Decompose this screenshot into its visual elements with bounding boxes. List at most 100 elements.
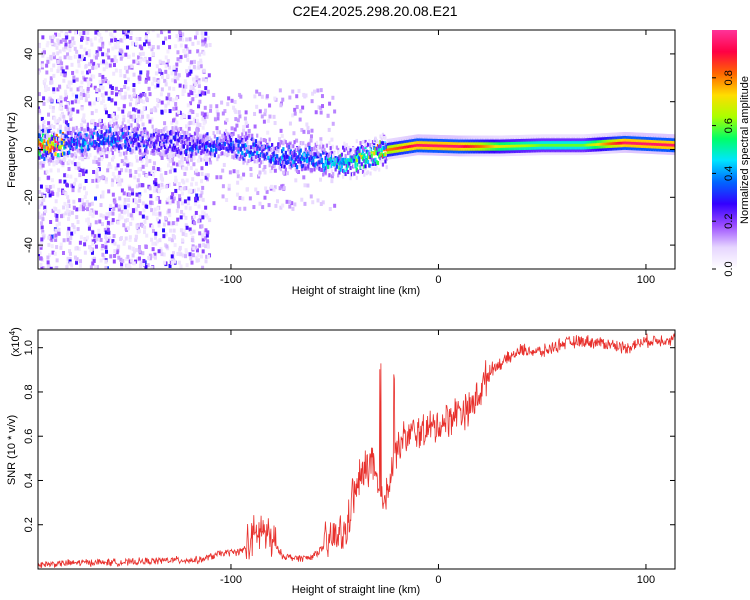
heatmap-cell xyxy=(569,148,573,153)
heatmap-cell xyxy=(204,213,208,218)
heatmap-cell xyxy=(93,155,97,160)
heatmap-cell xyxy=(65,130,68,135)
heatmap-cell xyxy=(124,168,128,173)
heatmap-cell xyxy=(426,151,429,156)
heatmap-cell xyxy=(132,146,136,151)
heatmap-cell xyxy=(160,87,164,92)
heatmap-cell xyxy=(46,140,50,145)
heatmap-cell xyxy=(90,142,93,147)
heatmap-cell xyxy=(133,175,137,180)
heatmap-cell xyxy=(129,221,133,226)
heatmap-cell xyxy=(117,255,121,260)
heatmap-cell xyxy=(93,85,97,90)
heatmap-cell xyxy=(403,136,406,141)
heatmap-cell xyxy=(537,145,540,150)
heatmap-cell xyxy=(427,143,431,148)
heatmap-cell xyxy=(582,139,585,144)
heatmap-cell xyxy=(128,123,132,128)
heatmap-cell xyxy=(478,149,482,154)
heatmap-cell xyxy=(473,138,477,143)
heatmap-cell xyxy=(562,142,565,147)
heatmap-cell xyxy=(45,141,48,146)
heatmap-cell xyxy=(411,146,414,151)
heatmap-cell xyxy=(388,138,391,143)
heatmap-cell xyxy=(279,128,283,133)
heatmap-cell xyxy=(517,140,520,145)
heatmap-cell xyxy=(160,146,163,151)
heatmap-cell xyxy=(328,161,331,166)
heatmap-cell xyxy=(158,238,162,243)
heatmap-cell xyxy=(79,132,82,137)
heatmap-cell xyxy=(541,142,544,147)
heatmap-cell xyxy=(346,170,350,175)
heatmap-cell xyxy=(541,151,544,156)
heatmap-cell xyxy=(51,156,55,161)
heatmap-cell xyxy=(120,135,123,140)
heatmap-cell xyxy=(393,137,396,142)
heatmap-cell xyxy=(554,139,558,144)
heatmap-cell xyxy=(361,169,365,174)
heatmap-cell xyxy=(531,145,534,150)
heatmap-cell xyxy=(183,228,187,233)
heatmap-cell xyxy=(202,121,206,126)
heatmap-cell xyxy=(516,149,519,154)
heatmap-cell xyxy=(330,159,334,164)
heatmap-cell xyxy=(38,162,41,167)
heatmap-cell xyxy=(337,150,340,155)
heatmap-cell xyxy=(383,152,386,157)
heatmap-cell xyxy=(431,143,434,148)
heatmap-cell xyxy=(195,126,199,131)
heatmap-cell xyxy=(104,148,107,153)
heatmap-cell xyxy=(64,89,68,94)
heatmap-cell xyxy=(197,80,201,85)
heatmap-cell xyxy=(184,124,188,129)
heatmap-cell xyxy=(191,97,195,102)
heatmap-cell xyxy=(257,174,261,179)
heatmap-cell xyxy=(305,159,309,164)
heatmap-cell xyxy=(174,106,178,111)
heatmap-cell xyxy=(127,245,131,250)
heatmap-cell xyxy=(99,213,103,218)
heatmap-cell xyxy=(78,263,82,268)
heatmap-cell xyxy=(437,143,441,148)
heatmap-cell xyxy=(67,212,71,217)
heatmap-cell xyxy=(40,131,43,136)
heatmap-cell xyxy=(293,111,297,116)
heatmap-cell xyxy=(415,151,418,156)
heatmap-cell xyxy=(175,221,179,226)
heatmap-cell xyxy=(105,134,108,139)
heatmap-cell xyxy=(55,144,58,149)
heatmap-cell xyxy=(351,156,355,161)
heatmap-cell xyxy=(73,151,77,156)
heatmap-cell xyxy=(599,150,602,155)
heatmap-cell xyxy=(123,201,127,206)
heatmap-cell xyxy=(102,67,106,72)
heatmap-cell xyxy=(221,133,224,138)
heatmap-cell xyxy=(592,144,595,149)
heatmap-cell xyxy=(285,160,289,165)
heatmap-cell xyxy=(189,84,193,89)
heatmap-cell xyxy=(42,50,46,55)
heatmap-cell xyxy=(635,143,639,148)
heatmap-cell xyxy=(102,122,106,127)
heatmap-cell xyxy=(310,160,314,165)
heatmap-cell xyxy=(159,249,163,254)
heatmap-cell xyxy=(622,132,625,137)
heatmap-cell xyxy=(629,140,632,145)
heatmap-cell xyxy=(482,141,485,146)
heatmap-cell xyxy=(379,143,382,148)
heatmap-cell xyxy=(182,150,185,155)
heatmap-cell xyxy=(427,140,431,145)
heatmap-cell xyxy=(164,216,168,221)
heatmap-cell xyxy=(434,148,437,153)
heatmap-cell xyxy=(258,109,262,114)
heatmap-cell xyxy=(595,141,599,146)
heatmap-cell xyxy=(547,145,550,150)
heatmap-cell xyxy=(481,143,484,148)
heatmap-cell xyxy=(512,149,515,154)
heatmap-cell xyxy=(60,134,63,139)
heatmap-cell xyxy=(179,43,183,48)
heatmap-cell xyxy=(589,133,592,138)
heatmap-cell xyxy=(55,245,59,250)
heatmap-cell xyxy=(168,196,172,201)
